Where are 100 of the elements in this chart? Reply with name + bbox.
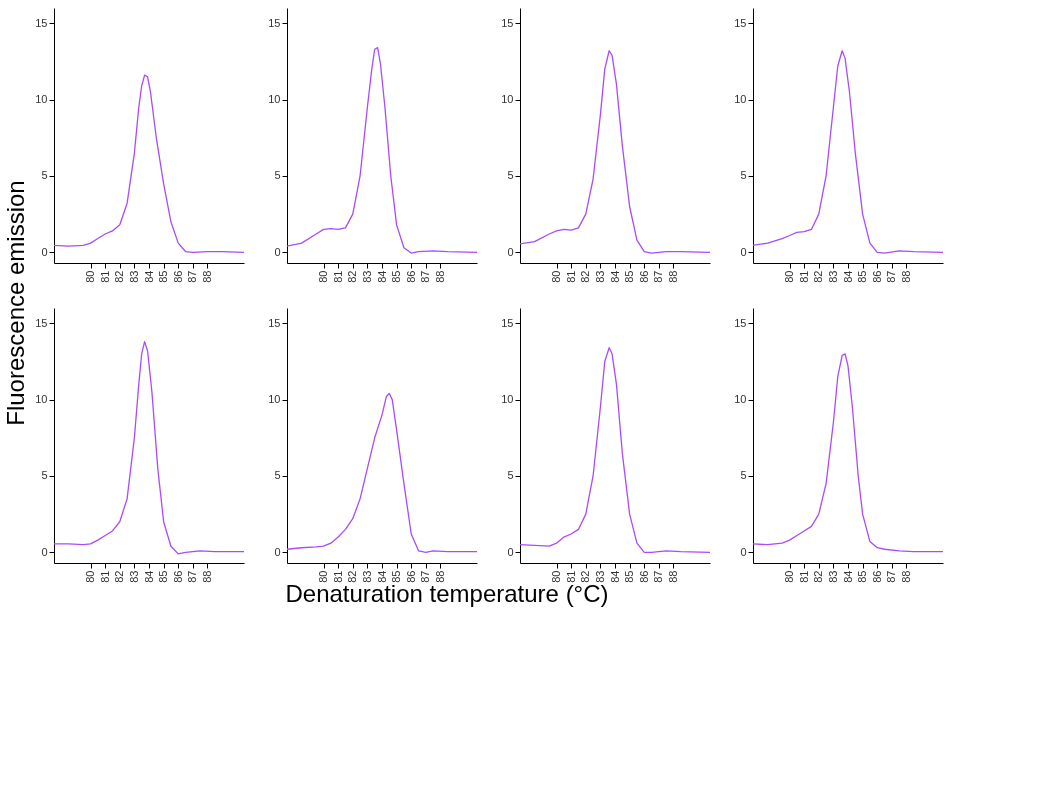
x-tick-label: 80: [783, 270, 796, 283]
x-tick-label: 88: [200, 270, 213, 283]
x-tick-label: 87: [419, 570, 432, 583]
y-tick-label: 5: [740, 169, 747, 182]
line-series: [752, 353, 944, 553]
y-tick-label: 5: [274, 169, 281, 182]
x-tick-label: 87: [885, 270, 898, 283]
x-tick-label: 81: [797, 570, 810, 583]
x-tick-label: 81: [331, 570, 344, 583]
y-tick-label: 15: [734, 316, 747, 329]
x-tick-label: 82: [812, 570, 825, 583]
x-tick-label: 88: [899, 270, 912, 283]
x-tick-label: 84: [841, 570, 854, 583]
y-tick-label: 10: [35, 93, 48, 106]
x-tick-label: 83: [593, 570, 606, 583]
x-tick-label: 81: [98, 270, 111, 283]
x-tick-label: 86: [171, 570, 184, 583]
x-tick-label: 81: [564, 570, 577, 583]
x-tick-label: 86: [404, 270, 417, 283]
x-tick-label: 85: [623, 570, 636, 583]
y-tick-label: 0: [274, 545, 281, 558]
y-tick-label: 15: [501, 16, 514, 29]
x-tick-label: 83: [127, 270, 140, 283]
x-tick-label: 86: [870, 570, 883, 583]
x-tick-label: 87: [419, 270, 432, 283]
x-tick-label: 80: [550, 270, 563, 283]
x-tick-label: 80: [550, 570, 563, 583]
y-tick-label: 0: [507, 245, 514, 258]
x-tick-label: 86: [637, 270, 650, 283]
x-tick-label: 84: [375, 570, 388, 583]
x-tick-label: 88: [899, 570, 912, 583]
y-tick-label: 5: [507, 469, 514, 482]
x-tick-label: 82: [113, 270, 126, 283]
x-tick-label: 83: [826, 570, 839, 583]
x-tick-label: 86: [171, 270, 184, 283]
y-tick-label: 0: [740, 245, 747, 258]
y-tick-label: 10: [268, 93, 281, 106]
x-tick-label: 85: [157, 270, 170, 283]
y-axis-title: Fluorescence emission: [2, 180, 29, 426]
x-tick-label: 84: [375, 270, 388, 283]
x-tick-label: 80: [317, 570, 330, 583]
y-tick-label: 15: [35, 316, 48, 329]
x-tick-label: 88: [433, 570, 446, 583]
y-tick-label: 5: [41, 469, 48, 482]
x-tick-label: 82: [113, 570, 126, 583]
x-tick-label: 83: [360, 270, 373, 283]
y-tick-label: 10: [734, 93, 747, 106]
x-tick-label: 82: [346, 270, 359, 283]
x-tick-label: 87: [186, 270, 199, 283]
line-series: [752, 50, 944, 254]
x-tick-label: 88: [666, 570, 679, 583]
x-tick-label: 80: [317, 270, 330, 283]
x-tick-label: 87: [652, 570, 665, 583]
x-tick-label: 81: [331, 270, 344, 283]
x-tick-label: 88: [666, 270, 679, 283]
y-tick-label: 0: [274, 245, 281, 258]
x-tick-label: 81: [797, 270, 810, 283]
x-tick-label: 88: [433, 270, 446, 283]
x-tick-label: 82: [579, 570, 592, 583]
y-tick-label: 10: [268, 393, 281, 406]
y-tick-label: 5: [41, 169, 48, 182]
y-tick-label: 15: [734, 16, 747, 29]
line-series: [53, 74, 245, 253]
x-tick-label: 86: [404, 570, 417, 583]
x-tick-label: 80: [84, 570, 97, 583]
x-tick-label: 88: [200, 570, 213, 583]
x-tick-label: 83: [360, 570, 373, 583]
x-tick-label: 87: [652, 270, 665, 283]
line-series: [519, 347, 711, 553]
x-tick-label: 85: [157, 570, 170, 583]
x-tick-label: 85: [623, 270, 636, 283]
x-tick-label: 85: [390, 570, 403, 583]
x-tick-label: 83: [127, 570, 140, 583]
y-tick-label: 0: [41, 545, 48, 558]
x-tick-label: 80: [783, 570, 796, 583]
x-tick-label: 85: [856, 570, 869, 583]
y-tick-label: 5: [507, 169, 514, 182]
x-tick-label: 84: [142, 270, 155, 283]
x-tick-label: 85: [856, 270, 869, 283]
x-tick-label: 87: [186, 570, 199, 583]
y-tick-label: 0: [41, 245, 48, 258]
y-tick-label: 0: [507, 545, 514, 558]
x-tick-label: 81: [564, 270, 577, 283]
y-tick-label: 15: [268, 316, 281, 329]
x-tick-label: 82: [579, 270, 592, 283]
y-tick-label: 0: [740, 545, 747, 558]
y-tick-label: 15: [35, 16, 48, 29]
x-tick-label: 84: [142, 570, 155, 583]
line-series: [519, 50, 711, 254]
y-tick-label: 10: [501, 393, 514, 406]
y-tick-label: 10: [35, 393, 48, 406]
x-tick-label: 87: [885, 570, 898, 583]
x-tick-label: 80: [84, 270, 97, 283]
x-tick-label: 84: [608, 270, 621, 283]
x-tick-label: 84: [841, 270, 854, 283]
x-tick-label: 83: [826, 270, 839, 283]
y-tick-label: 15: [501, 316, 514, 329]
y-tick-label: 5: [274, 469, 281, 482]
y-tick-label: 10: [734, 393, 747, 406]
x-tick-label: 84: [608, 570, 621, 583]
